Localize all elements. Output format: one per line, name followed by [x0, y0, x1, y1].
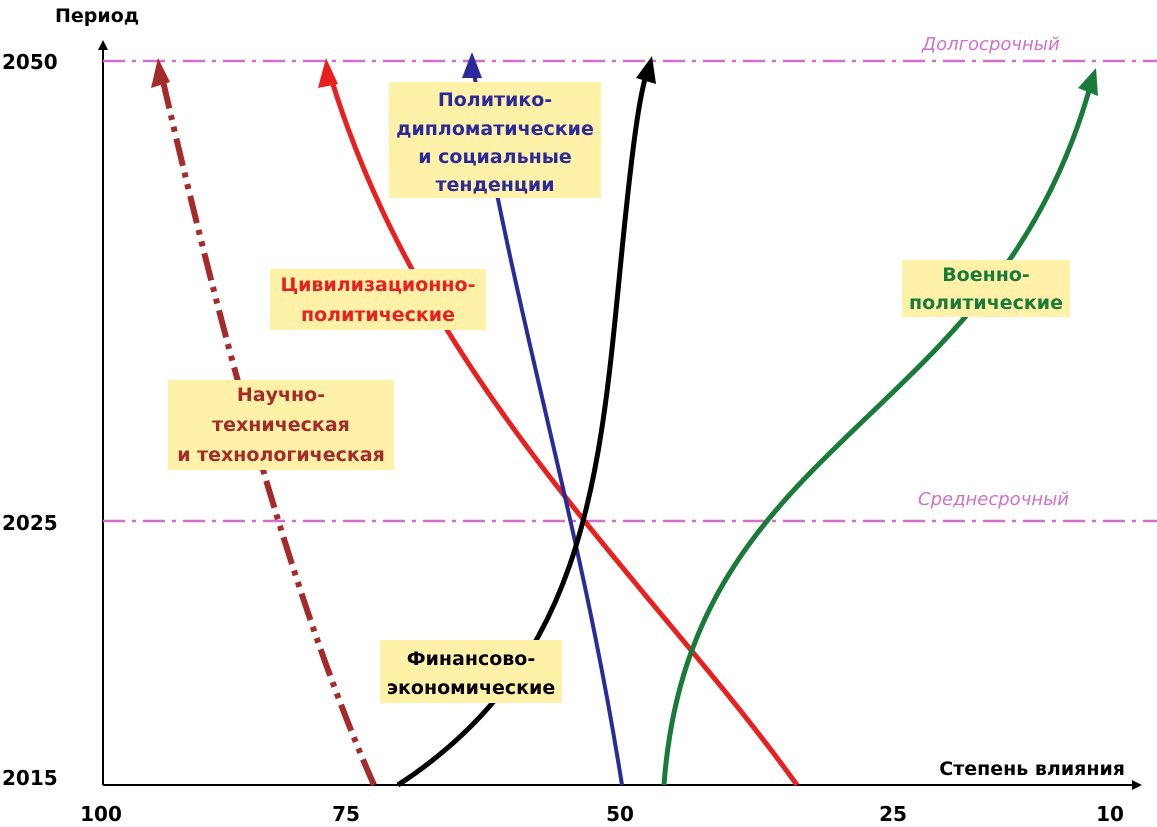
series-arrowhead: [318, 58, 338, 88]
series-label-line: Цивилизационно-: [280, 274, 475, 296]
label-box: [389, 82, 601, 198]
series-label-line: техническая: [212, 414, 350, 436]
series-curve-civilizational: [325, 67, 800, 787]
series-arrowhead: [1078, 68, 1098, 96]
series-label-line: политические: [301, 304, 455, 326]
series-arrowhead: [636, 56, 656, 84]
series-label-line: Научно-: [237, 384, 325, 406]
mid-term-label: Среднесрочный: [918, 489, 1069, 510]
x-tick-label: 25: [879, 802, 907, 826]
x-tick-label: 10: [1096, 802, 1124, 826]
series-label-line: Военно-: [942, 264, 1030, 286]
series-label-line: Политико-: [438, 89, 552, 111]
series-label-line: и социальные: [418, 146, 572, 168]
label-box: [380, 640, 562, 703]
series-label-line: и технологическая: [177, 444, 385, 466]
x-tick-label: 50: [606, 802, 634, 826]
series-arrowheads: [151, 52, 1098, 96]
series-arrowhead: [462, 52, 482, 78]
series-label-line: экономические: [387, 677, 556, 699]
y-tick-label: 2015: [2, 766, 58, 790]
series-curve-military: [661, 75, 1096, 786]
series-label-line: дипломатические: [396, 118, 594, 140]
series-arrowhead: [151, 58, 170, 88]
y-tick-label: 2050: [2, 50, 58, 74]
x-axis-title: Степень влияния: [939, 758, 1125, 780]
x-tick-label: 75: [332, 802, 360, 826]
series-label-line: тенденции: [435, 174, 554, 196]
label-box: [168, 380, 394, 470]
long-term-label: Долгосрочный: [921, 34, 1060, 55]
y-tick-label: 2025: [2, 511, 58, 535]
label-box: [902, 260, 1070, 317]
x-tick-label: 100: [80, 802, 122, 826]
series-curve-science-tech: [157, 67, 377, 787]
series-labels: Научно- техническая и технологическая Ци…: [177, 89, 1063, 699]
label-box: [270, 269, 486, 330]
series-label-line: политические: [909, 292, 1063, 314]
series-label-line: Финансово-: [407, 648, 536, 670]
y-axis-title: Период: [55, 5, 139, 27]
